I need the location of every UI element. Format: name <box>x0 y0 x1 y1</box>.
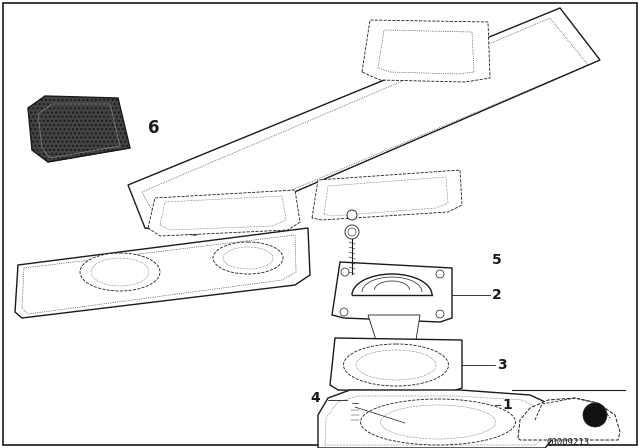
Ellipse shape <box>381 405 495 439</box>
Polygon shape <box>160 196 286 230</box>
Polygon shape <box>148 190 300 236</box>
Circle shape <box>341 268 349 276</box>
Polygon shape <box>368 315 420 340</box>
Polygon shape <box>312 170 462 220</box>
Text: 2: 2 <box>492 288 502 302</box>
Polygon shape <box>518 398 620 440</box>
Polygon shape <box>128 8 600 235</box>
Ellipse shape <box>356 350 436 380</box>
Polygon shape <box>330 338 462 392</box>
Ellipse shape <box>213 242 283 274</box>
Ellipse shape <box>344 344 449 386</box>
Circle shape <box>348 228 356 236</box>
Polygon shape <box>362 20 490 82</box>
Text: 6: 6 <box>148 119 159 137</box>
Ellipse shape <box>360 399 515 445</box>
Polygon shape <box>15 228 310 318</box>
Polygon shape <box>332 262 452 322</box>
Ellipse shape <box>91 258 149 286</box>
Polygon shape <box>324 177 448 216</box>
Bar <box>347 399 363 407</box>
Ellipse shape <box>223 247 273 269</box>
Polygon shape <box>378 30 474 74</box>
Text: 4: 4 <box>310 391 320 405</box>
Text: 5: 5 <box>492 253 502 267</box>
Circle shape <box>347 210 357 220</box>
Circle shape <box>583 403 607 427</box>
Circle shape <box>436 310 444 318</box>
Circle shape <box>345 225 359 239</box>
Text: C0009213: C0009213 <box>547 438 589 447</box>
Circle shape <box>436 270 444 278</box>
Text: 1: 1 <box>502 398 512 412</box>
Polygon shape <box>318 390 560 448</box>
Circle shape <box>340 308 348 316</box>
Ellipse shape <box>80 253 160 291</box>
Polygon shape <box>28 96 130 162</box>
Text: 3: 3 <box>497 358 507 372</box>
